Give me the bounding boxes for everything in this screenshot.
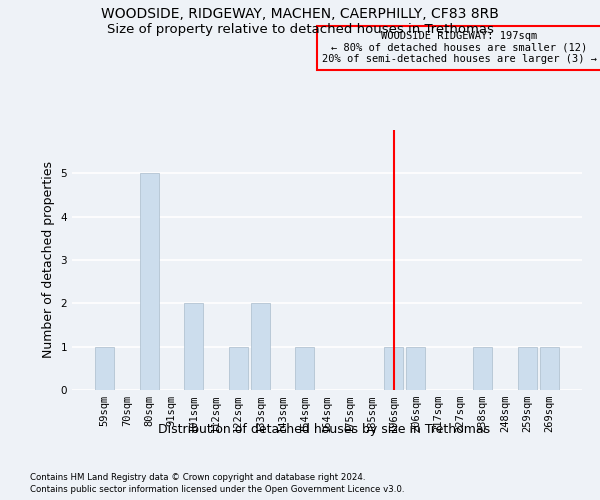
- Bar: [540, 346, 559, 390]
- Text: WOODSIDE RIDGEWAY: 197sqm
← 80% of detached houses are smaller (12)
20% of semi-: WOODSIDE RIDGEWAY: 197sqm ← 80% of detac…: [322, 31, 597, 64]
- Bar: [229, 346, 248, 390]
- Y-axis label: Number of detached properties: Number of detached properties: [42, 162, 55, 358]
- Bar: [295, 346, 314, 390]
- Bar: [406, 346, 425, 390]
- Text: Distribution of detached houses by size in Trethomas: Distribution of detached houses by size …: [158, 422, 490, 436]
- Text: Size of property relative to detached houses in Trethomas: Size of property relative to detached ho…: [107, 22, 493, 36]
- Text: WOODSIDE, RIDGEWAY, MACHEN, CAERPHILLY, CF83 8RB: WOODSIDE, RIDGEWAY, MACHEN, CAERPHILLY, …: [101, 8, 499, 22]
- Text: Contains public sector information licensed under the Open Government Licence v3: Contains public sector information licen…: [30, 485, 404, 494]
- Text: Contains HM Land Registry data © Crown copyright and database right 2024.: Contains HM Land Registry data © Crown c…: [30, 472, 365, 482]
- Bar: [473, 346, 492, 390]
- Bar: [384, 346, 403, 390]
- Bar: [140, 174, 158, 390]
- Bar: [184, 304, 203, 390]
- Bar: [251, 304, 270, 390]
- Bar: [518, 346, 536, 390]
- Bar: [95, 346, 114, 390]
